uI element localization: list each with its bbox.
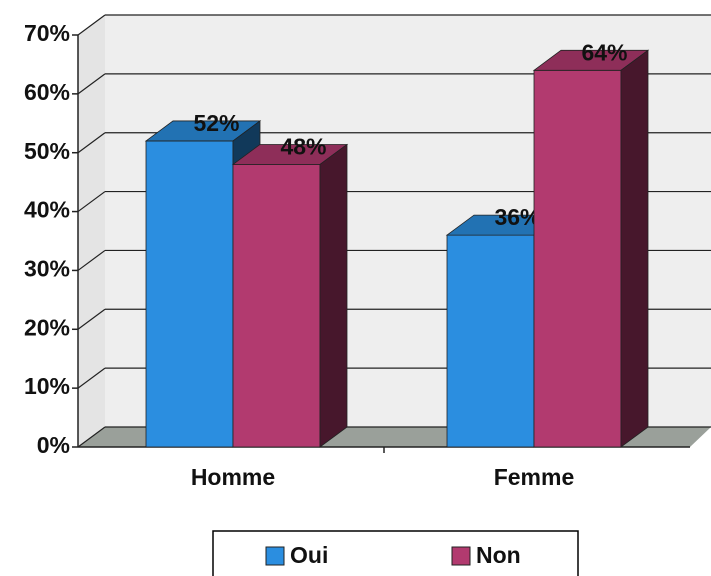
grid-line [77,14,106,36]
grid-line [77,73,106,95]
grid-line [77,367,106,389]
y-tick-label: 60% [24,79,70,105]
y-tick-label: 70% [24,20,70,46]
y-tick-label: 0% [37,432,70,458]
bar [533,69,622,448]
grid-line [77,308,106,330]
value-label: 52% [193,110,239,136]
bar [446,234,535,448]
y-tick-label: 20% [24,314,70,340]
y-tick-label: 40% [24,197,70,223]
grid-line [77,191,106,213]
legend-swatch [451,546,471,566]
y-tick-label: 10% [24,373,70,399]
legend-swatch [265,546,285,566]
grid-line [77,132,106,154]
bar-side [319,143,348,448]
y-tick-label: 30% [24,256,70,282]
grid-line [77,426,106,448]
legend-label: Non [476,542,521,568]
x-tick-label: Femme [494,464,575,490]
value-label: 48% [280,134,326,160]
grid-line [77,249,106,271]
value-label: 36% [494,204,540,230]
y-tick-label: 50% [24,138,70,164]
x-tick-label: Homme [191,464,275,490]
legend-label: Oui [290,542,328,568]
bar [145,140,234,448]
side-wall [78,15,105,447]
bar [232,164,321,448]
value-label: 64% [581,39,627,65]
bar-side [620,49,649,448]
